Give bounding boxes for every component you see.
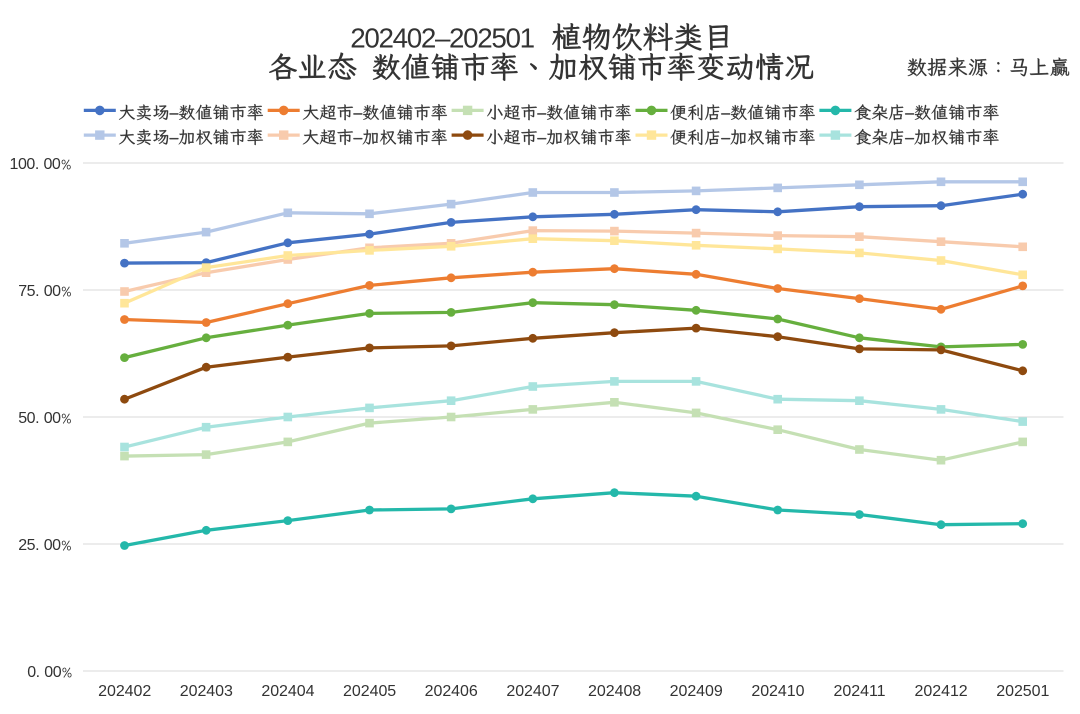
- svg-text:202408: 202408: [588, 683, 641, 700]
- svg-text:202404: 202404: [261, 683, 314, 700]
- svg-text:202409: 202409: [670, 683, 723, 700]
- svg-text:202410: 202410: [751, 683, 804, 700]
- svg-text:202411: 202411: [834, 683, 886, 700]
- svg-text:202412: 202412: [915, 683, 968, 700]
- svg-text:100.00: 100. 00: [10, 156, 61, 173]
- svg-text:202406: 202406: [425, 683, 478, 700]
- svg-text:202501: 202501: [996, 683, 1049, 700]
- svg-text:0.00: 0. 00: [27, 664, 62, 681]
- svg-text:202402: 202402: [98, 683, 151, 700]
- svg-text:202402–202501: 202402–202501: [350, 23, 534, 54]
- svg-text:202407: 202407: [506, 683, 559, 700]
- svg-text:202405: 202405: [343, 683, 396, 700]
- svg-text:202403: 202403: [180, 683, 233, 700]
